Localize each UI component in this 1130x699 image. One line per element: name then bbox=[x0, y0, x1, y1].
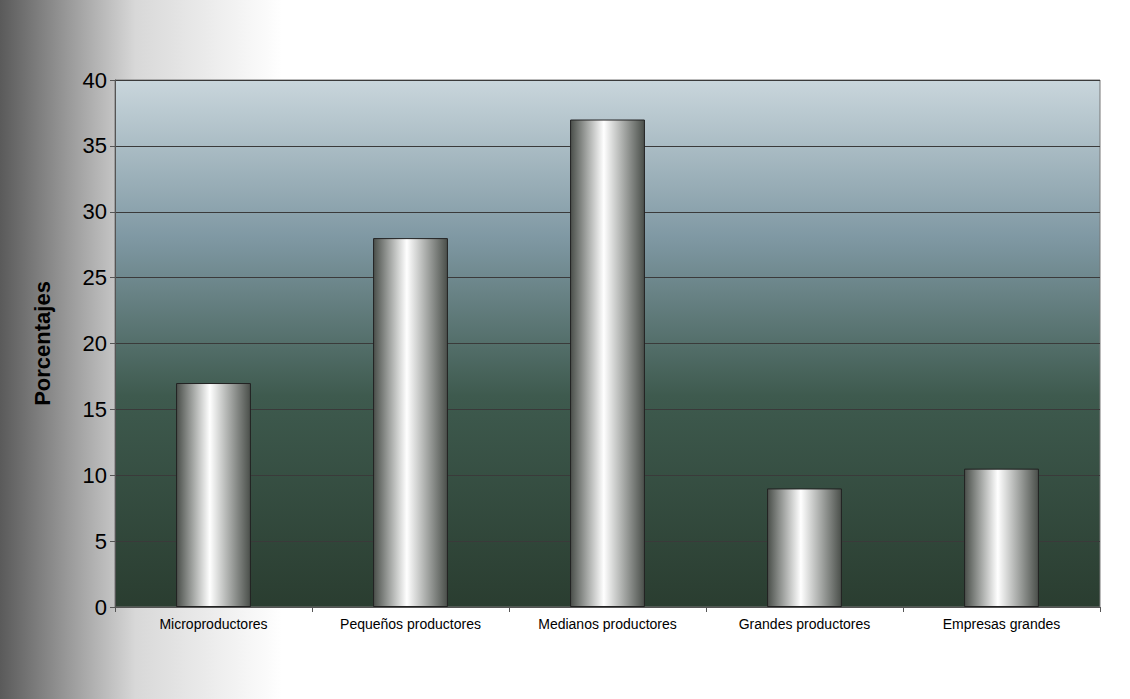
svg-text:35: 35 bbox=[83, 133, 107, 158]
svg-text:20: 20 bbox=[83, 331, 107, 356]
svg-text:30: 30 bbox=[83, 199, 107, 224]
svg-text:0: 0 bbox=[95, 595, 107, 620]
svg-text:Microproductores: Microproductores bbox=[159, 616, 267, 632]
svg-text:40: 40 bbox=[83, 68, 107, 93]
svg-text:Porcentajes: Porcentajes bbox=[30, 281, 55, 406]
svg-text:15: 15 bbox=[83, 397, 107, 422]
svg-text:Medianos productores: Medianos productores bbox=[538, 616, 677, 632]
svg-text:10: 10 bbox=[83, 463, 107, 488]
svg-text:5: 5 bbox=[95, 529, 107, 554]
svg-text:Empresas grandes: Empresas grandes bbox=[943, 616, 1061, 632]
svg-text:Pequeños productores: Pequeños productores bbox=[340, 616, 481, 632]
svg-text:Grandes productores: Grandes productores bbox=[739, 616, 871, 632]
svg-text:25: 25 bbox=[83, 265, 107, 290]
